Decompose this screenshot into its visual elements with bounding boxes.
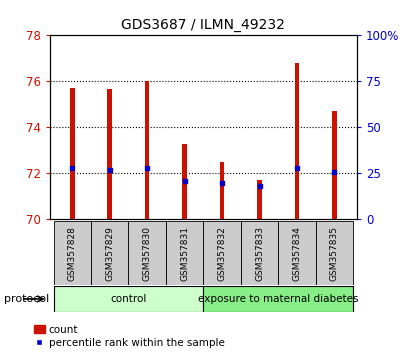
Bar xyxy=(278,221,316,285)
Legend: count, percentile rank within the sample: count, percentile rank within the sample xyxy=(34,325,225,348)
Text: GSM357828: GSM357828 xyxy=(68,225,77,281)
Point xyxy=(106,167,113,173)
Text: GSM357831: GSM357831 xyxy=(180,225,189,281)
Bar xyxy=(257,180,262,219)
Point xyxy=(69,165,76,171)
Point xyxy=(181,178,188,184)
Bar xyxy=(54,221,91,285)
Bar xyxy=(332,111,337,219)
Bar xyxy=(91,221,129,285)
Bar xyxy=(241,221,278,285)
Text: GSM357834: GSM357834 xyxy=(293,225,301,281)
Title: GDS3687 / ILMN_49232: GDS3687 / ILMN_49232 xyxy=(122,18,285,32)
Point xyxy=(331,169,338,175)
Bar xyxy=(220,162,225,219)
Text: exposure to maternal diabetes: exposure to maternal diabetes xyxy=(198,294,359,304)
Text: GSM357830: GSM357830 xyxy=(143,225,151,281)
Bar xyxy=(295,63,299,219)
Point xyxy=(219,180,225,185)
Bar xyxy=(129,221,166,285)
Text: control: control xyxy=(110,294,146,304)
Point xyxy=(256,183,263,189)
Text: protocol: protocol xyxy=(4,294,49,304)
Bar xyxy=(54,286,203,312)
Text: GSM357835: GSM357835 xyxy=(330,225,339,281)
Text: GSM357833: GSM357833 xyxy=(255,225,264,281)
Bar xyxy=(182,144,187,219)
Bar xyxy=(107,90,112,219)
Bar xyxy=(203,286,353,312)
Bar xyxy=(166,221,203,285)
Bar xyxy=(203,221,241,285)
Bar xyxy=(145,81,149,219)
Text: GSM357832: GSM357832 xyxy=(217,225,227,281)
Point xyxy=(294,165,300,171)
Point xyxy=(144,165,151,171)
Text: GSM357829: GSM357829 xyxy=(105,225,114,281)
Bar xyxy=(70,88,75,219)
Bar xyxy=(316,221,353,285)
